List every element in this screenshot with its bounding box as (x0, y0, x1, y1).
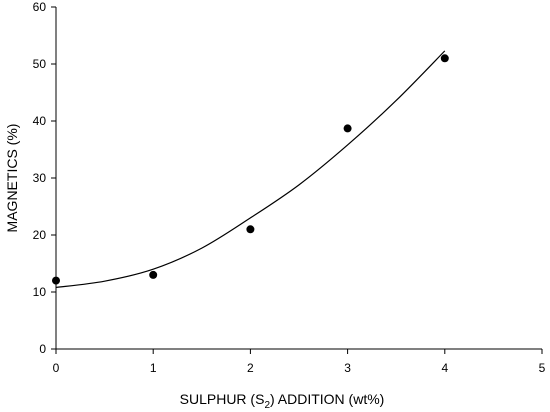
x-tick-label: 4 (441, 361, 448, 375)
x-axis-title-subscript: 2 (264, 400, 270, 411)
y-tick-label: 0 (39, 342, 46, 356)
data-point (246, 225, 255, 234)
fit-curve (55, 50, 446, 289)
x-tick-label: 5 (539, 361, 546, 375)
data-point (440, 54, 449, 63)
y-axis-title: MAGNETICS (%) (4, 124, 20, 233)
y-axis-ticks: 0 10 20 30 40 50 60 (33, 0, 56, 356)
plot-frame (55, 7, 542, 350)
x-axis-ticks: 0 1 2 3 4 5 (53, 349, 546, 375)
y-tick-label: 30 (33, 171, 47, 185)
x-axis-title-main: SULPHUR (S (180, 391, 265, 407)
data-point (52, 276, 60, 285)
data-points (52, 54, 449, 285)
y-tick-label: 60 (33, 0, 47, 14)
x-tick-label: 0 (53, 361, 60, 375)
x-axis-title: SULPHUR (S2) ADDITION (wt%) (180, 391, 385, 411)
x-tick-label: 2 (247, 361, 254, 375)
x-axis-title-tail: ) ADDITION (wt%) (270, 391, 384, 407)
y-tick-label: 20 (33, 228, 47, 242)
y-tick-label: 10 (33, 285, 47, 299)
data-point (343, 124, 352, 133)
y-tick-label: 40 (33, 114, 47, 128)
data-point (149, 270, 158, 279)
y-tick-label: 50 (33, 57, 47, 71)
x-tick-label: 1 (150, 361, 157, 375)
x-tick-label: 3 (344, 361, 351, 375)
